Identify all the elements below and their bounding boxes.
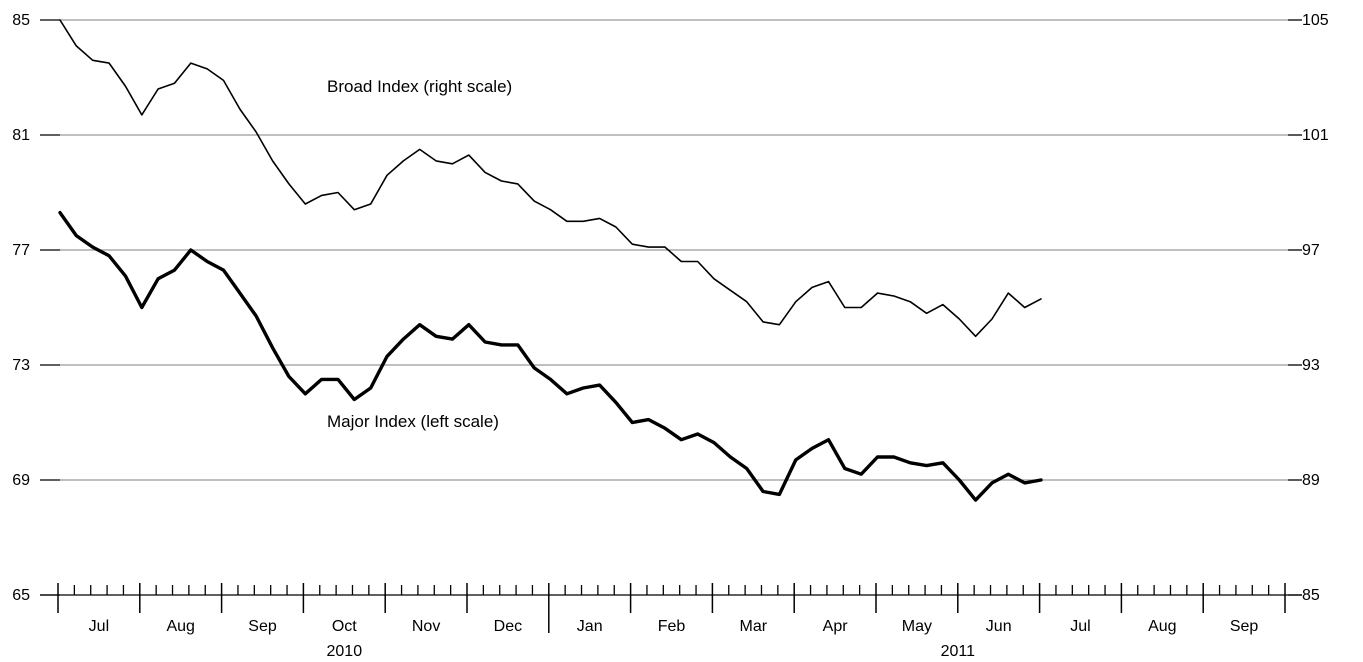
broad-index-line [59, 19, 1042, 338]
left-tick-label: 81 [12, 127, 30, 144]
annotations: Broad Index (right scale) Major Index (le… [327, 77, 512, 431]
month-label: Aug [166, 618, 194, 635]
right-tick-label: 97 [1302, 242, 1320, 259]
month-label: Jan [577, 618, 603, 635]
left-tick-label: 73 [12, 357, 30, 374]
year-label: 2011 [941, 643, 976, 660]
left-tick-label: 69 [12, 472, 30, 489]
month-label: Jun [986, 618, 1012, 635]
month-label: Oct [332, 618, 357, 635]
month-label: Dec [494, 618, 522, 635]
year-label: 2010 [327, 643, 363, 660]
month-label: Nov [412, 618, 440, 635]
series-layer [58, 19, 1043, 502]
month-label: Jul [89, 618, 109, 635]
month-label: Mar [740, 618, 768, 635]
broad-annotation: Broad Index (right scale) [327, 77, 512, 96]
month-label: May [902, 618, 932, 635]
left-tick-label: 65 [12, 587, 30, 604]
left-tick-label: 85 [12, 12, 30, 29]
right-tick-label: 105 [1302, 12, 1329, 29]
major-index-line [58, 210, 1043, 502]
gridlines [60, 19, 1288, 481]
month-label: Jul [1070, 618, 1090, 635]
month-label: Sep [1230, 618, 1259, 635]
right-tick-label: 101 [1302, 127, 1329, 144]
right-tick-label: 89 [1302, 472, 1320, 489]
major-annotation: Major Index (left scale) [327, 412, 499, 431]
month-label: Feb [658, 618, 686, 635]
month-label: Apr [823, 618, 849, 635]
month-label: Sep [248, 618, 277, 635]
axes: 65 69 73 77 81 85 85 89 93 97 101 105 Jul Aug Sep Oct No… [12, 12, 1329, 660]
right-tick-label: 93 [1302, 357, 1320, 374]
right-tick-label: 85 [1302, 587, 1320, 604]
left-tick-label: 77 [12, 242, 30, 259]
month-label: Aug [1148, 618, 1176, 635]
